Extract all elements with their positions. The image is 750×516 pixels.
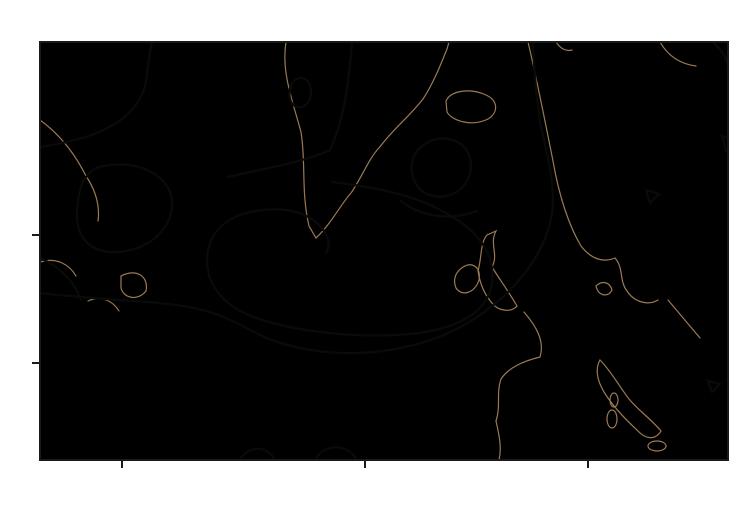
contour-bottom-arc-2 (313, 446, 359, 460)
contour-120-greenland-coast (226, 42, 354, 179)
contour-140-southern-jet (40, 42, 555, 355)
coastline-ireland (453, 264, 480, 294)
coastline-sardinia (606, 409, 618, 429)
coastline-denmark (595, 281, 613, 296)
coastline-greenland (284, 42, 450, 239)
coastline-france-iberia (495, 311, 542, 460)
coastline-newfoundland (120, 272, 148, 298)
contour-tiny-closed-2 (720, 134, 728, 154)
contour-tiny-closed-1 (644, 188, 662, 206)
coastline-corsica (609, 392, 619, 408)
contour-bottom-arc-1 (238, 447, 277, 460)
wind-speed-field (40, 42, 728, 460)
coastline-scandinavia (527, 42, 659, 304)
circulation-contours (40, 42, 728, 460)
contour-120-west-closed (75, 163, 174, 254)
coastline-great-britain (477, 229, 518, 311)
coastline-sicily (647, 440, 667, 452)
coastline-svalbard (555, 42, 573, 52)
coastline-nova-scotia (40, 259, 77, 277)
coastline-iceland (445, 90, 497, 124)
coastline-white-sea (659, 42, 697, 67)
coastline-adriatic (667, 299, 701, 339)
contour-120-central-spiral (205, 180, 494, 337)
coastline-italy (596, 359, 662, 439)
contour-arc-below-small-cyclone (399, 199, 479, 218)
contour-west-edge-segment (40, 256, 83, 302)
contour-small-oval-north (288, 76, 313, 109)
map-frame (39, 41, 729, 461)
axis-ticks (32, 234, 589, 468)
contour-120-small-cyclone (410, 137, 473, 198)
contour-tiny-closed-3 (706, 379, 723, 395)
contour-140-northwest (40, 42, 154, 149)
